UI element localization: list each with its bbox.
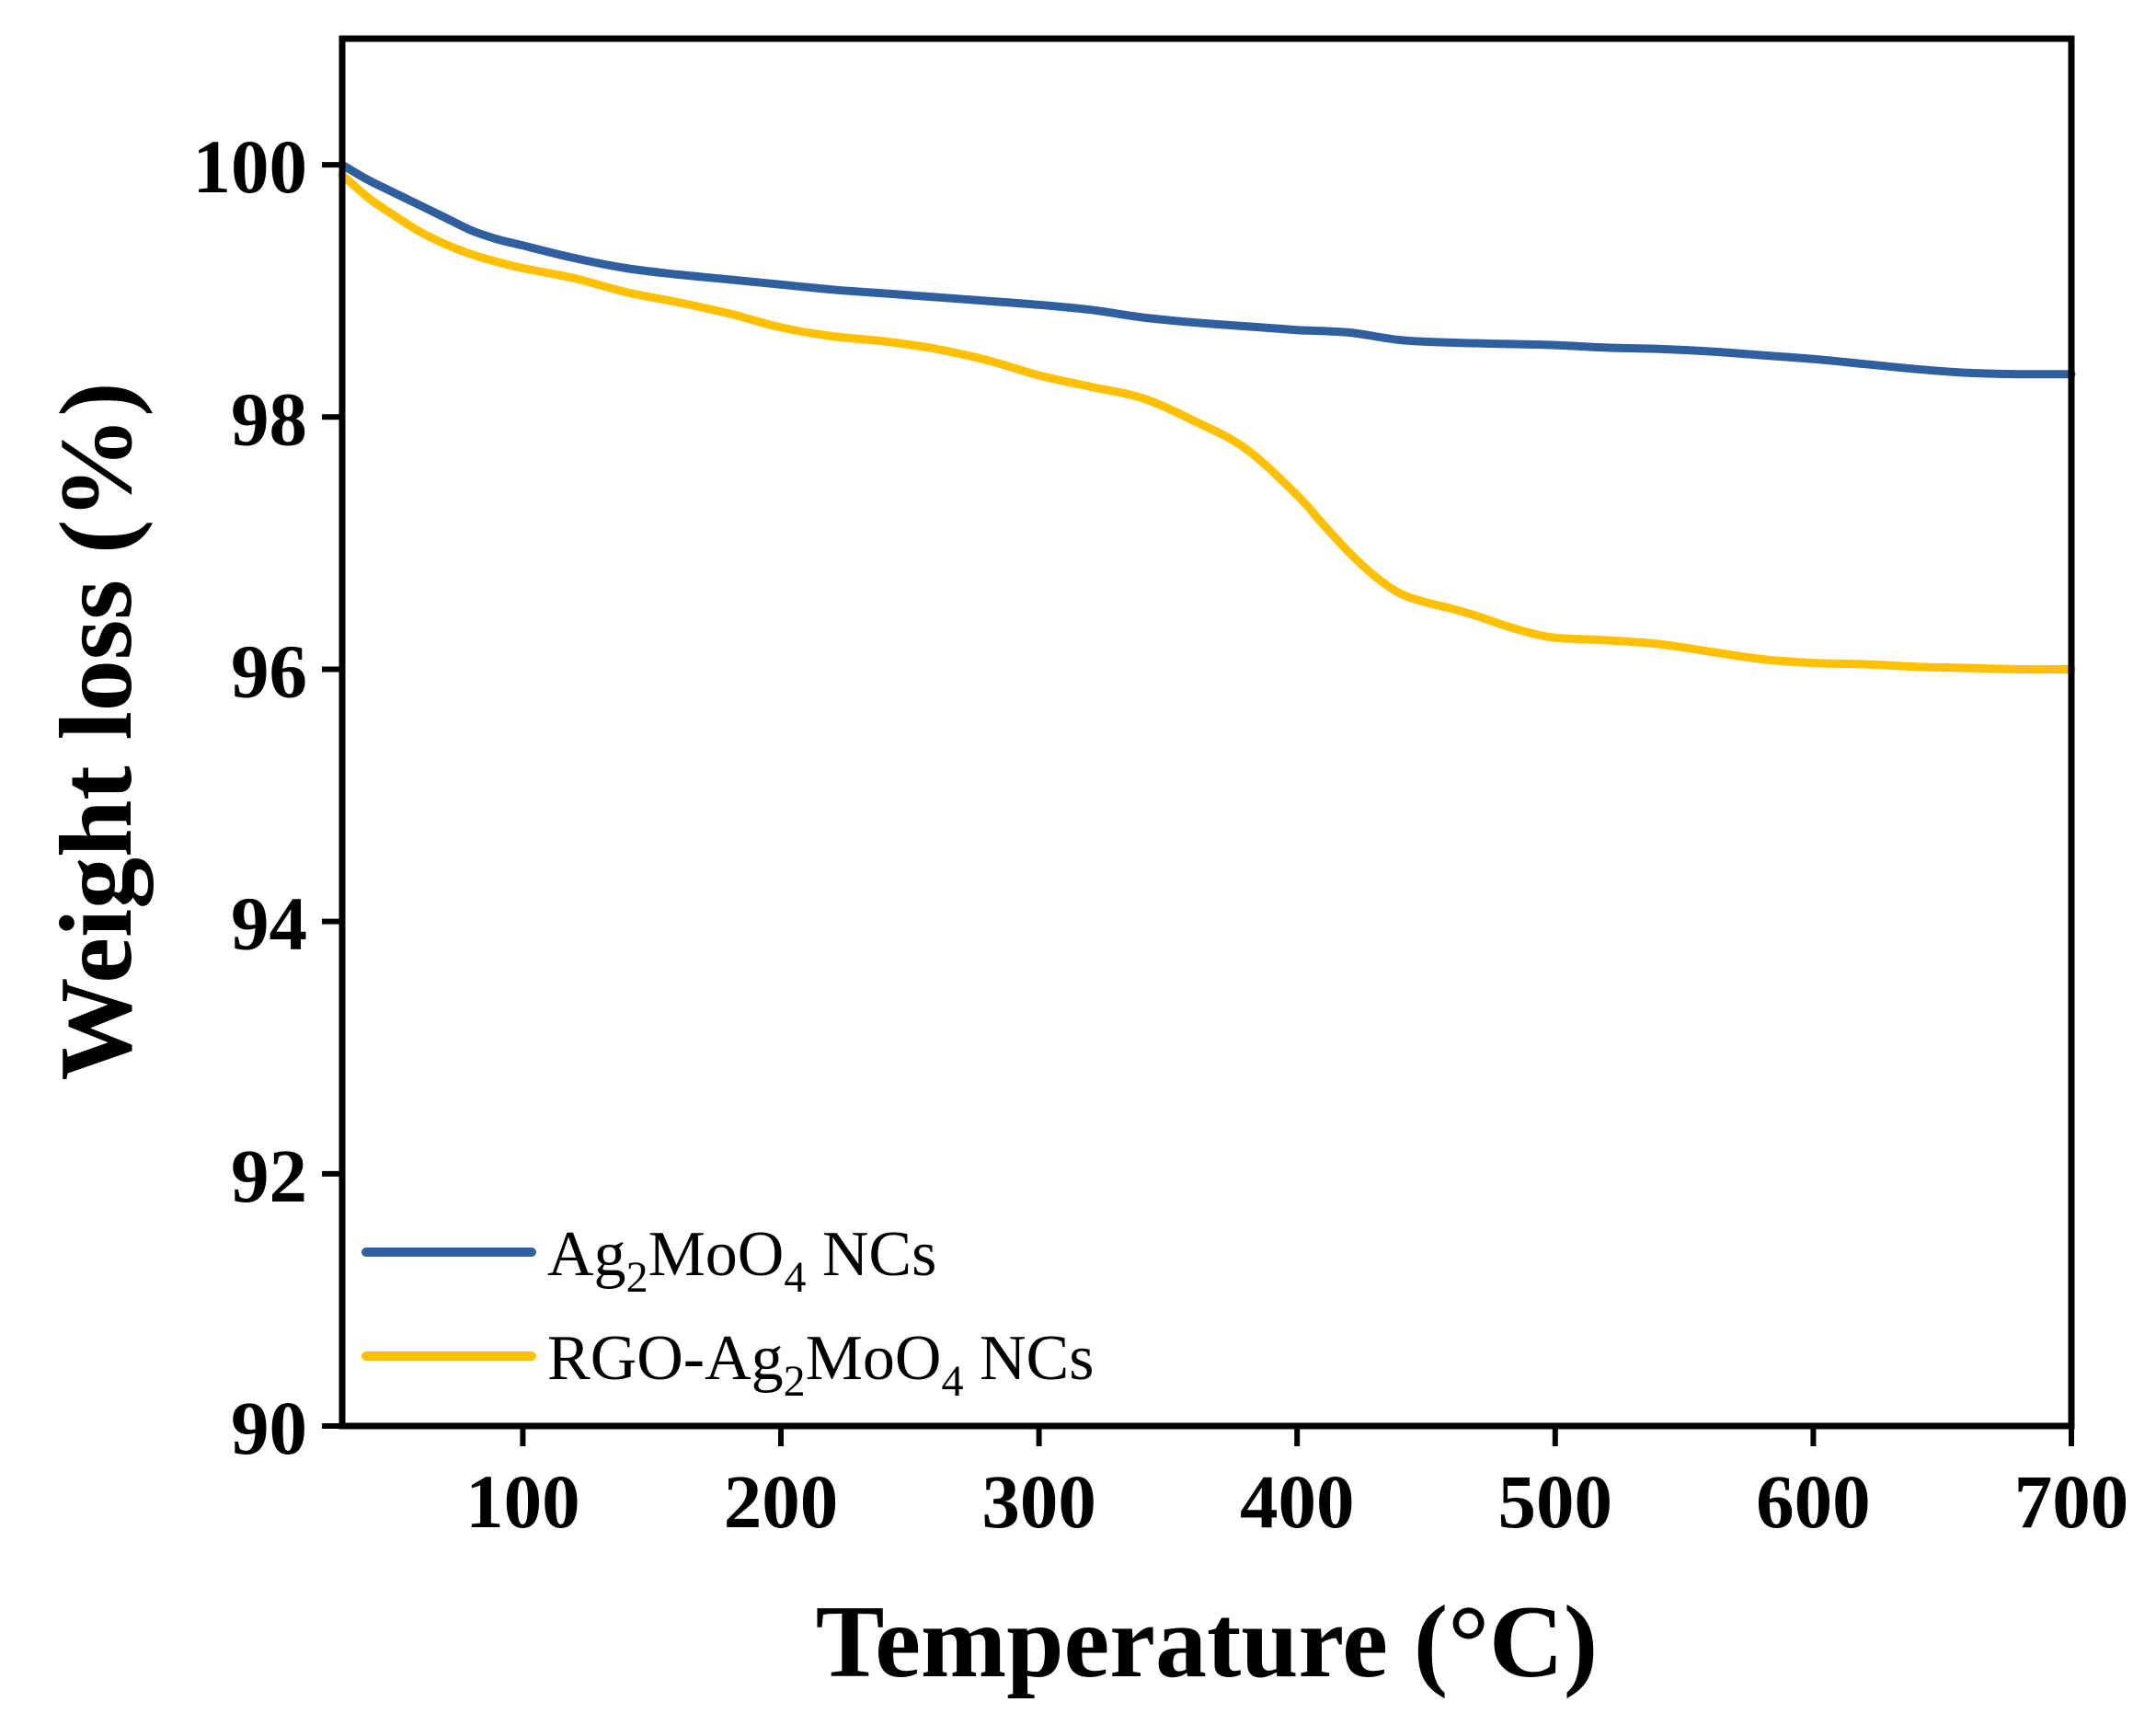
legend-label-rgo-ag2moo4: RGO-Ag2MoO4 NCs [547, 1323, 1094, 1406]
legend-text-part: NCs [806, 1219, 936, 1290]
legend-text-part: Ag [547, 1219, 626, 1290]
legend-text-part: 4 [941, 1357, 963, 1406]
legend-text-part: MoO [806, 1323, 942, 1394]
x-tick-label-400: 400 [1240, 1459, 1355, 1544]
legend: Ag2MoO4 NCs RGO-Ag2MoO4 NCs [361, 1219, 1094, 1406]
y-tick-label-92: 92 [231, 1133, 307, 1218]
y-axis-title: Weight loss (%) [40, 382, 154, 1080]
x-tick-label-600: 600 [1756, 1459, 1871, 1544]
x-tick-label-500: 500 [1498, 1459, 1613, 1544]
series-line-rgo-ag2moo4 [338, 170, 2076, 674]
legend-label-ag2moo4: Ag2MoO4 NCs [547, 1219, 936, 1302]
x-tick-label-200: 200 [724, 1459, 839, 1544]
legend-text-part: 2 [626, 1253, 648, 1302]
legend-text-part: RGO-Ag [547, 1323, 784, 1394]
y-tick-label-98: 98 [231, 376, 307, 461]
ticks-layer: 100 200 300 400 500 600 700 90 92 94 96 98 100 [193, 124, 2129, 1544]
series-layer [338, 160, 2076, 674]
x-tick-label-700: 700 [2014, 1459, 2129, 1544]
y-tick-label-94: 94 [231, 881, 307, 966]
plot-frame [338, 35, 2075, 1430]
legend-text-part: NCs [963, 1323, 1094, 1394]
y-tick-label-90: 90 [231, 1386, 307, 1470]
y-tick-label-100: 100 [193, 124, 308, 209]
x-axis-title: Temperature (°C) [816, 1585, 1598, 1699]
legend-text-part: MoO [648, 1219, 785, 1290]
series-line-ag2moo4 [338, 160, 2076, 379]
legend-text-part: 2 [784, 1357, 806, 1406]
x-tick-label-300: 300 [981, 1459, 1096, 1544]
y-tick-label-96: 96 [231, 628, 307, 713]
legend-text-part: 4 [784, 1253, 806, 1302]
x-tick-label-100: 100 [465, 1459, 580, 1544]
